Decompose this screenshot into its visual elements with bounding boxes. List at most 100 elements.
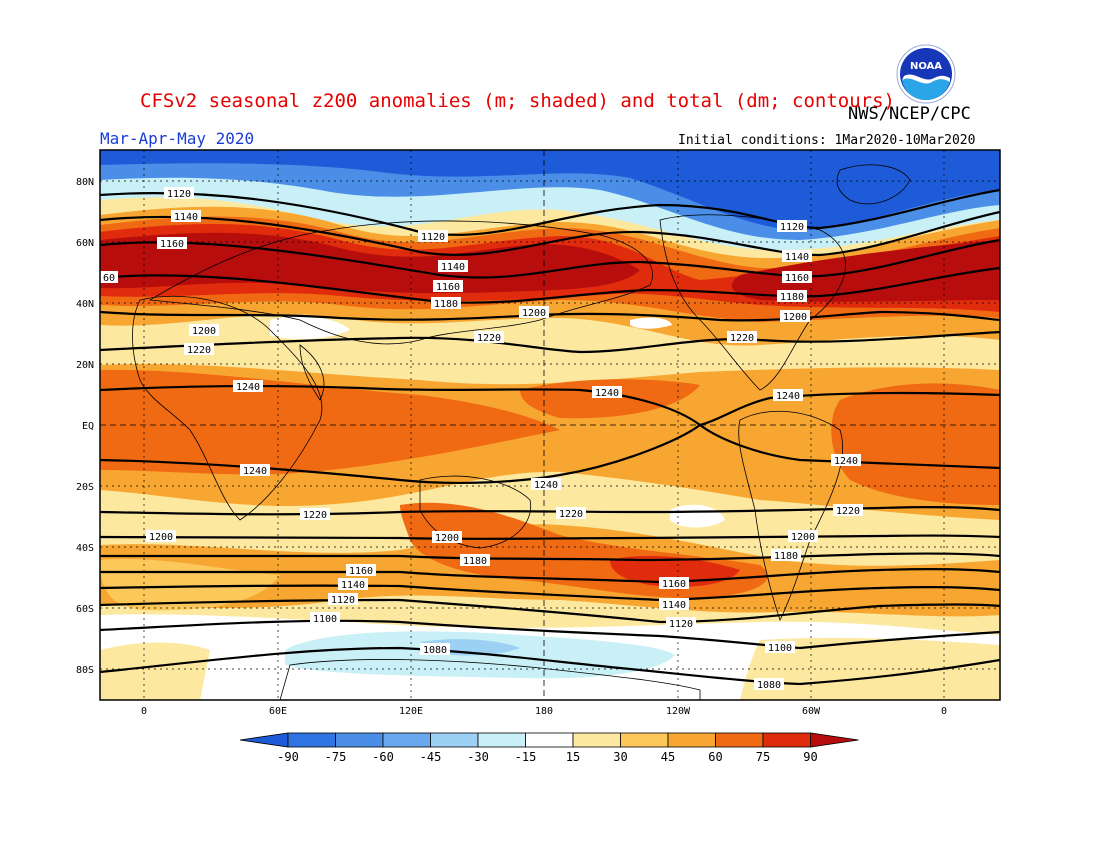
contour-label: 1220 [833,504,863,517]
contour-1200-north [100,310,1000,322]
lat-tick-label: 60N [76,238,94,249]
svg-text:1240: 1240 [776,391,800,402]
svg-text:1120: 1120 [780,222,804,233]
colorbar-swatch [667,732,716,748]
svg-text:1140: 1140 [785,252,809,263]
svg-text:1160: 1160 [785,273,809,284]
contour-label: 1200 [519,306,549,319]
svg-text:1200: 1200 [783,312,807,323]
contour-1200-south [100,534,1000,540]
coast-eurasia [148,220,653,345]
contour-1120-south [100,598,1000,624]
coast-india [299,344,325,401]
initial-conditions: Initial conditions: 1Mar2020-10Mar2020 [678,133,975,148]
colorbar-swatch [335,732,384,748]
contour-1140-north [100,210,1000,257]
contour-label: 1240 [233,380,263,393]
colorbar-swatch [287,732,336,748]
lat-tick-label: 40N [76,299,94,310]
contour-label: 1200 [780,310,810,323]
shading-neutral-c [630,317,672,329]
contour-label: 1180 [460,554,490,567]
lon-tick-label: 0 [141,706,147,717]
contour-1080-south [100,646,1000,686]
svg-text:1160: 1160 [160,239,184,250]
svg-text:1100: 1100 [313,614,337,625]
colorbar-tick-labels: -90 -75 -60 -45 -30 -15 15 30 45 60 75 90 [277,750,818,764]
lat-tick-label: 40S [76,543,94,554]
colorbar-tick-label: 90 [803,750,817,764]
contour-label: 1140 [659,598,689,611]
colorbar-swatch [715,732,764,748]
colorbar-arrow-low [239,732,289,748]
shading-tropic-60b [831,383,1000,505]
noaa-logo: NOAA [896,44,956,104]
lat-tick-label: 60S [76,604,94,615]
svg-text:1220: 1220 [477,333,501,344]
svg-text:1140: 1140 [174,212,198,223]
contour-label: 1080 [420,643,450,656]
svg-text:1100: 1100 [768,643,792,654]
contour-label: 60 [100,271,118,284]
contour-label: 1160 [782,271,812,284]
lon-tick-label: 60E [269,706,287,717]
agency-label: NWS/NCEP/CPC [848,104,971,124]
contour-label: 1220 [727,331,757,344]
contour-label: 1160 [659,577,689,590]
colorbar-tick-label: -15 [515,750,537,764]
contour-label: 1120 [418,230,448,243]
svg-text:1080: 1080 [757,680,781,691]
map-frame [99,149,1001,701]
shading-north-cold-deepest [100,150,1000,231]
coast-greenland [836,164,911,205]
contour-label: 1160 [157,237,187,250]
contour-label: 1140 [782,250,812,263]
contour-label: 1140 [438,260,468,273]
svg-text:1220: 1220 [559,509,583,520]
shading-tropic-60 [100,369,560,475]
contour-label: 1140 [338,578,368,591]
colorbar-tick-label: -45 [420,750,442,764]
lat-tick-label: 80S [76,665,94,676]
colorbar-swatch [477,732,526,748]
contour-label: 1120 [164,187,194,200]
svg-text:1160: 1160 [662,579,686,590]
coastlines [132,164,911,700]
lat-tick-label: 80N [76,177,94,188]
colorbar-swatch [382,732,431,748]
svg-text:1120: 1120 [331,595,355,606]
colorbar-tick-label: 75 [756,750,770,764]
svg-text:1200: 1200 [522,308,546,319]
svg-text:1220: 1220 [730,333,754,344]
svg-text:1180: 1180 [780,292,804,303]
lat-tick-label: 20N [76,360,94,371]
colorbar-swatch [762,732,811,748]
coast-africa [132,295,323,521]
lon-tick-label: 0 [941,706,947,717]
colorbar-swatch [525,732,574,748]
svg-text:1160: 1160 [436,282,460,293]
reference-lines [100,150,1000,700]
contour-label: 1200 [146,530,176,543]
contour-label: 1240 [831,454,861,467]
contour-1140-south [100,584,1000,602]
colorbar-arrow-high [810,732,859,748]
svg-text:1240: 1240 [834,456,858,467]
contour-label: 1240 [531,478,561,491]
lon-tick-label: 180 [535,706,553,717]
coast-south-america [738,410,844,622]
contour-label: 1220 [556,507,586,520]
shading-south-pale-b [100,642,210,700]
svg-text:1120: 1120 [167,189,191,200]
contour-label: 1200 [432,531,462,544]
contour-label: 1160 [433,280,463,293]
contour-label: 1200 [189,324,219,337]
colorbar-swatches [239,732,859,748]
svg-text:1220: 1220 [836,506,860,517]
svg-text:1120: 1120 [421,232,445,243]
colorbar-swatch [572,732,621,748]
contour-1160-south [100,568,1000,584]
svg-text:1180: 1180 [463,556,487,567]
svg-text:1140: 1140 [662,600,686,611]
